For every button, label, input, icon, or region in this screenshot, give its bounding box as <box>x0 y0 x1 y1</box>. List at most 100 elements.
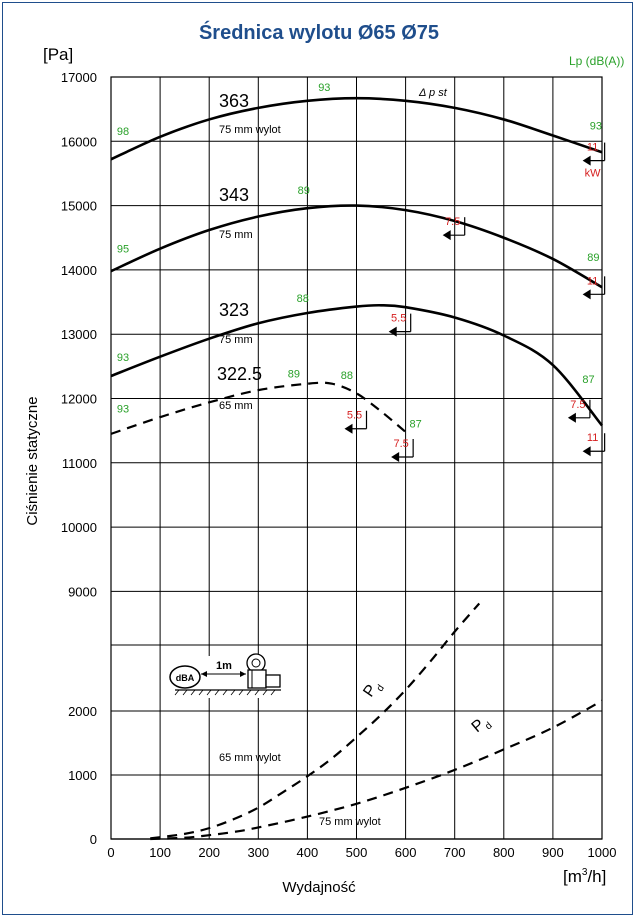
y-tick-label: 10000 <box>61 520 97 535</box>
curve-subtitle: 65 mm wylot <box>219 752 281 764</box>
power-arrowhead <box>442 230 451 241</box>
delta-p-label: Δ p st <box>418 87 448 99</box>
x-tick-label: 400 <box>297 845 319 860</box>
noise-level: 89 <box>298 185 310 197</box>
y-tick-label: 0 <box>90 832 97 847</box>
noise-level: 89 <box>288 368 300 380</box>
curve-label: 363 <box>219 91 249 111</box>
noise-level: 88 <box>297 293 309 305</box>
power-value: 7.5 <box>445 216 460 228</box>
dba-label: dBA <box>176 673 195 683</box>
noise-level: 89 <box>587 252 599 264</box>
power-mark: 11 <box>582 432 606 457</box>
noise-level: 93 <box>590 121 602 133</box>
curve-subtitle: 65 mm <box>219 400 253 412</box>
distance-label: 1m <box>216 660 232 672</box>
kw-unit: kW <box>585 168 602 180</box>
x-tick-label: 600 <box>395 845 417 860</box>
power-value: 11 <box>587 142 598 154</box>
y-tick-label: 16000 <box>61 134 97 149</box>
curves <box>110 96 604 841</box>
curve-label: 343 <box>219 185 249 205</box>
x-axis-label: Wydajność <box>282 879 356 896</box>
noise-level: 95 <box>117 244 129 256</box>
noise-level: 93 <box>318 82 330 94</box>
grid <box>110 76 603 840</box>
annotations: 363 75 mm wylot 343 75 mm 323 75 mm 322.5 65 mm… <box>117 82 606 828</box>
power-mark: 11 <box>582 275 606 300</box>
x-tick-label: 100 <box>149 845 171 860</box>
x-unit: [m3/h] <box>563 867 606 886</box>
curve-subtitle: 75 mm <box>219 334 253 346</box>
power-value: 11 <box>587 275 598 287</box>
curve-label: 323 <box>219 300 249 320</box>
curve-322-5 <box>110 381 407 435</box>
power-value: 7.5 <box>570 399 585 411</box>
noise-level: 87 <box>410 418 422 430</box>
fan-measurement-icon: dBA 1m <box>161 653 281 698</box>
x-tick-label: 1000 <box>588 845 617 860</box>
pd-subscript: d <box>375 683 387 694</box>
power-arrowhead <box>582 155 591 166</box>
power-value: 5.5 <box>391 313 406 325</box>
y-axis-label: Ciśnienie statyczne <box>24 396 41 525</box>
power-arrowhead <box>391 452 400 463</box>
power-mark: 11 <box>582 142 606 166</box>
y-tick-label: 2000 <box>68 704 97 719</box>
power-value: 5.5 <box>347 410 362 422</box>
x-tick-label: 300 <box>247 845 269 860</box>
power-mark: 7.5 <box>442 216 466 241</box>
noise-label: Lp (dB(A)) <box>569 54 624 68</box>
power-arrowhead <box>582 446 591 457</box>
y-tick-label: 1000 <box>68 768 97 783</box>
curve-343 <box>110 204 603 289</box>
y-tick-label: 17000 <box>61 70 97 85</box>
y-tick-label: 12000 <box>61 392 97 407</box>
power-arrowhead <box>344 423 353 434</box>
y-tick-label: 9000 <box>68 584 97 599</box>
noise-level: 88 <box>341 370 353 382</box>
x-tick-label: 800 <box>493 845 515 860</box>
power-mark: 7.5 <box>391 438 414 463</box>
pd-label: Pd <box>360 677 387 702</box>
y-unit: [Pa] <box>43 45 73 64</box>
y-tick-label: 14000 <box>61 263 97 278</box>
y-tick-label: 15000 <box>61 199 97 214</box>
y-tick-label: 11000 <box>62 456 97 471</box>
noise-level: 93 <box>117 404 129 416</box>
chart-title: Średnica wylotu Ø65 Ø75 <box>199 20 439 44</box>
noise-level: 98 <box>117 126 129 138</box>
x-tick-label: 700 <box>444 845 466 860</box>
noise-level: 93 <box>117 352 129 364</box>
chart: 0 100 200 300 400 500 600 700 800 900 1000 9000 1000… <box>24 20 624 896</box>
pd-label: Pd <box>469 713 495 740</box>
noise-level: 87 <box>582 374 594 386</box>
pd-subscript: d <box>483 720 494 732</box>
curve-subtitle: 75 mm <box>219 229 253 241</box>
power-value: 11 <box>587 432 598 444</box>
tick-labels: 0 100 200 300 400 500 600 700 800 900 1000 9000 1000… <box>61 70 617 860</box>
pd-text: Pd <box>360 677 387 702</box>
x-tick-label: 900 <box>542 845 564 860</box>
power-arrowhead <box>388 326 397 337</box>
x-tick-label: 0 <box>107 845 114 860</box>
curve-363 <box>110 96 603 161</box>
y-tick-label: 13000 <box>61 327 97 342</box>
power-arrowhead <box>582 289 591 300</box>
x-tick-label: 200 <box>198 845 220 860</box>
curve-label: 322.5 <box>217 364 262 384</box>
power-mark: 5.5 <box>388 313 412 337</box>
power-mark: 5.5 <box>344 410 368 434</box>
power-arrowhead <box>567 412 576 423</box>
curve-subtitle: 75 mm wylot <box>319 816 381 828</box>
pd-text: Pd <box>469 713 495 740</box>
plot-area <box>110 76 603 840</box>
x-tick-label: 500 <box>346 845 368 860</box>
power-mark: 7.5 <box>567 399 591 423</box>
power-value: 7.5 <box>393 438 408 450</box>
curve-Pd <box>150 699 603 841</box>
curve-323 <box>110 303 604 427</box>
curve-subtitle: 75 mm wylot <box>219 124 281 136</box>
curve-Pd <box>150 602 481 840</box>
